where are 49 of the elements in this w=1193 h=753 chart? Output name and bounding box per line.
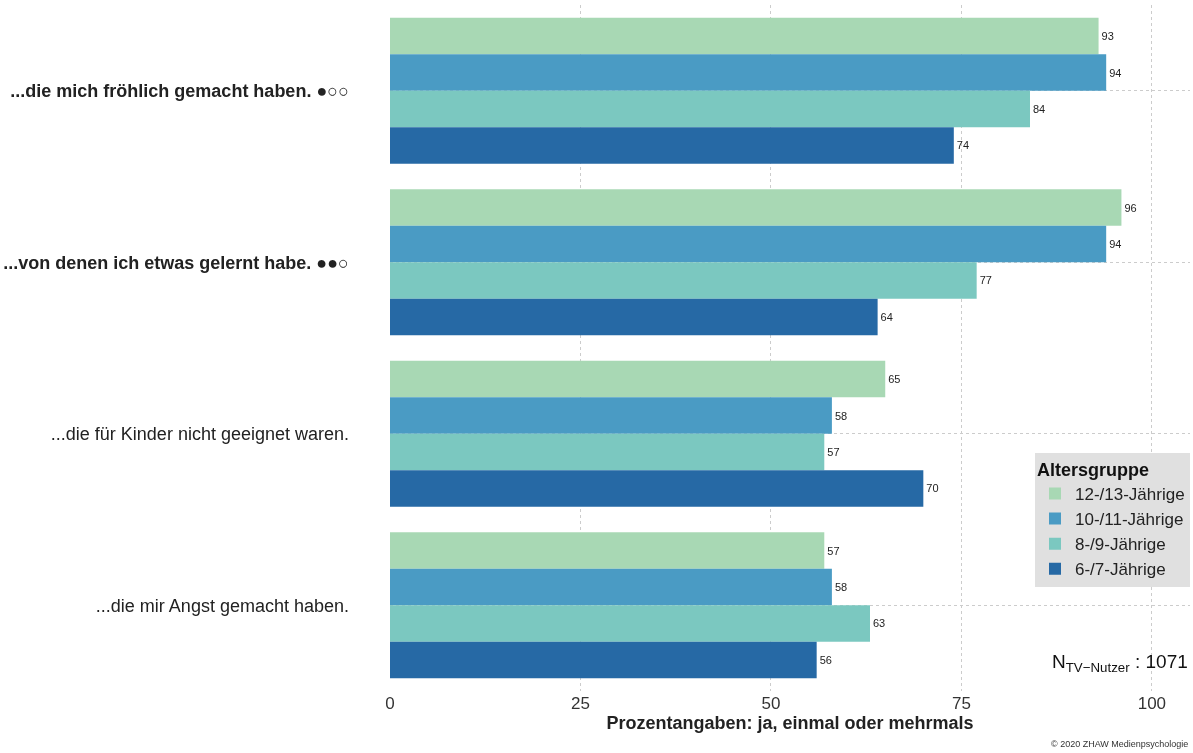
bar: [390, 127, 954, 164]
legend-label: 8-/9-Jährige: [1075, 535, 1166, 555]
data-label: 93: [1101, 30, 1114, 43]
bar: [390, 397, 832, 434]
data-label: 96: [1124, 201, 1137, 214]
bar: [390, 90, 1030, 128]
x-tick-label: 50: [761, 694, 781, 713]
data-label: 70: [926, 482, 939, 495]
y-tick-label: ...die für Kinder nicht geeignet waren.: [50, 424, 349, 445]
legend-label: 10-/11-Jährige: [1075, 510, 1184, 530]
bar: [390, 17, 1099, 55]
bar: [390, 568, 832, 606]
x-axis-title: Prozentangaben: ja, einmal oder mehrmals: [606, 713, 974, 733]
bar: [390, 360, 886, 398]
data-label: 94: [1109, 238, 1122, 251]
data-label: 74: [956, 139, 970, 152]
data-label: 57: [827, 544, 840, 557]
bar: [390, 470, 924, 507]
legend-label: 12-/13-Jährige: [1075, 485, 1185, 505]
text: © 2020 ZHAW Medienpsychologie: [1051, 739, 1189, 749]
legend-title: Altersgruppe: [1037, 459, 1150, 480]
y-tick-label: ...die mir Angst gemacht haben.: [95, 595, 349, 616]
bar: [390, 54, 1107, 91]
annotation: N$_{TV−Nutzer}$ : 1071: [1052, 651, 1188, 675]
bar: [390, 225, 1107, 263]
bar: [390, 605, 870, 642]
data-label: 57: [827, 445, 840, 458]
data-label: 64: [880, 310, 893, 323]
y-tick-label: ...von denen ich etwas gelernt habe. ●●○: [3, 252, 349, 273]
y-tick-label: ...die mich fröhlich gemacht haben. ●○○: [10, 81, 349, 102]
data-label: 65: [888, 373, 901, 386]
data-label: 58: [834, 581, 848, 594]
bar: [390, 641, 817, 679]
data-label: 84: [1033, 102, 1046, 115]
data-label: 56: [819, 653, 832, 666]
bar: [390, 532, 825, 569]
x-tick-label: 100: [1137, 694, 1167, 713]
data-label: 63: [873, 617, 886, 630]
data-label: 58: [834, 409, 848, 422]
data-label: 77: [979, 274, 992, 287]
x-tick-label: 0: [385, 694, 395, 713]
data-label: 94: [1109, 66, 1122, 79]
bar: [390, 189, 1122, 226]
x-tick-label: 25: [571, 694, 590, 713]
x-tick-label: 75: [951, 694, 971, 713]
bar: [390, 262, 977, 299]
bar: [390, 298, 878, 336]
legend-label: 6-/7-Jährige: [1075, 560, 1166, 580]
bar: [390, 433, 825, 471]
